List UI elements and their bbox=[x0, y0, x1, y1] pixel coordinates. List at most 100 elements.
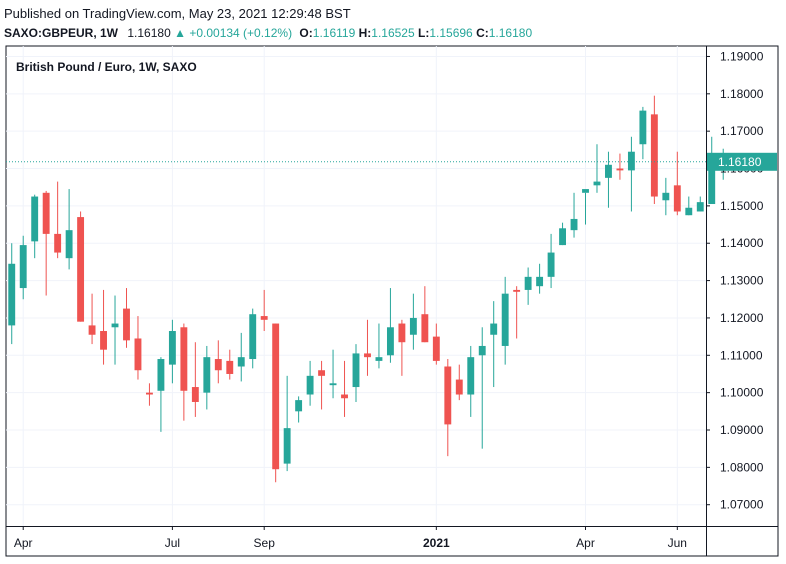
candle-body bbox=[478, 345, 486, 356]
candle-up[interactable] bbox=[168, 319, 176, 384]
high-label: H: bbox=[358, 26, 372, 40]
candle-up[interactable] bbox=[237, 332, 245, 382]
candle-up[interactable] bbox=[524, 267, 532, 305]
candle-up[interactable] bbox=[536, 263, 544, 294]
candle-up[interactable] bbox=[627, 136, 635, 212]
candle-up[interactable] bbox=[386, 288, 394, 363]
candle-down[interactable] bbox=[318, 360, 326, 410]
candle-down[interactable] bbox=[134, 316, 142, 380]
candle-down[interactable] bbox=[180, 323, 188, 421]
candle-body bbox=[593, 181, 601, 186]
candle-up[interactable] bbox=[662, 177, 670, 216]
candle-down[interactable] bbox=[54, 181, 62, 259]
candle-up[interactable] bbox=[582, 189, 589, 225]
candle-down[interactable] bbox=[398, 319, 406, 376]
candle-up[interactable] bbox=[203, 345, 211, 410]
candle-up[interactable] bbox=[8, 243, 16, 345]
candle-up[interactable] bbox=[295, 396, 303, 423]
candle-body bbox=[582, 189, 589, 193]
candle-up[interactable] bbox=[409, 293, 417, 350]
candle-down[interactable] bbox=[616, 153, 624, 180]
candle-body bbox=[432, 336, 440, 361]
candle-down[interactable] bbox=[650, 95, 658, 205]
candle-body bbox=[329, 383, 337, 386]
candle-up[interactable] bbox=[329, 349, 337, 399]
y-tick-label: 1.11000 bbox=[720, 348, 763, 362]
candle-up[interactable] bbox=[559, 222, 566, 246]
candle-body bbox=[203, 357, 211, 393]
candle-body bbox=[111, 323, 119, 328]
candle-up[interactable] bbox=[696, 196, 704, 212]
candle-up[interactable] bbox=[249, 308, 257, 369]
candle-down[interactable] bbox=[214, 340, 222, 384]
candle-down[interactable] bbox=[42, 190, 50, 296]
candle-down[interactable] bbox=[272, 323, 280, 483]
candle-body bbox=[352, 353, 360, 388]
x-tick-label: Apr bbox=[576, 536, 595, 550]
candle-up[interactable] bbox=[283, 375, 291, 472]
last-price: 1.16180 bbox=[127, 26, 171, 40]
candle-body bbox=[19, 245, 27, 289]
candle-up[interactable] bbox=[306, 360, 314, 406]
candle-down[interactable] bbox=[77, 211, 85, 322]
candle-up[interactable] bbox=[157, 357, 165, 432]
candle-up[interactable] bbox=[570, 192, 578, 238]
candle-down[interactable] bbox=[673, 151, 681, 216]
candle-up[interactable] bbox=[547, 233, 555, 289]
low-label: L: bbox=[418, 26, 430, 40]
candle-down[interactable] bbox=[341, 360, 348, 417]
candle-up[interactable] bbox=[501, 276, 509, 365]
candle-body bbox=[559, 228, 566, 246]
y-tick-label: 1.15000 bbox=[720, 199, 764, 213]
candle-up[interactable] bbox=[685, 196, 693, 216]
candle-down[interactable] bbox=[421, 286, 429, 343]
candle-body bbox=[605, 164, 612, 178]
candle-body bbox=[455, 379, 463, 395]
candle-up[interactable] bbox=[478, 327, 486, 449]
candle-body bbox=[226, 360, 234, 374]
candle-up[interactable] bbox=[352, 344, 360, 402]
candle-up[interactable] bbox=[19, 235, 27, 300]
candle-down[interactable] bbox=[260, 289, 268, 332]
candle-up[interactable] bbox=[375, 323, 383, 369]
candle-down[interactable] bbox=[432, 323, 440, 365]
candle-body bbox=[650, 114, 658, 197]
candle-body bbox=[8, 263, 16, 326]
candle-body bbox=[295, 400, 303, 412]
candle-down[interactable] bbox=[226, 349, 234, 380]
candle-down[interactable] bbox=[455, 364, 463, 401]
candle-down[interactable] bbox=[88, 293, 96, 345]
candle-body bbox=[214, 359, 222, 371]
last-price-badge bbox=[707, 152, 777, 171]
candle-body bbox=[570, 218, 578, 231]
candle-body bbox=[77, 217, 85, 322]
candle-body bbox=[146, 392, 153, 395]
candle-up[interactable] bbox=[467, 345, 475, 417]
candle-body bbox=[65, 230, 73, 259]
candle-down[interactable] bbox=[146, 383, 153, 406]
candle-body bbox=[260, 316, 268, 320]
close-value: 1.16180 bbox=[488, 26, 533, 40]
candle-down[interactable] bbox=[100, 289, 107, 365]
candle-body bbox=[168, 331, 176, 365]
candle-down[interactable] bbox=[513, 286, 521, 339]
candle-body bbox=[409, 317, 417, 335]
candle-down[interactable] bbox=[444, 359, 452, 457]
candle-up[interactable] bbox=[31, 194, 39, 259]
candle-up[interactable] bbox=[490, 301, 498, 388]
candle-down[interactable] bbox=[123, 288, 130, 348]
candle-up[interactable] bbox=[593, 144, 601, 193]
candle-body bbox=[513, 289, 521, 292]
candle-down[interactable] bbox=[364, 319, 371, 376]
candle-down[interactable] bbox=[191, 342, 199, 417]
candle-up[interactable] bbox=[605, 151, 612, 208]
y-tick-label: 1.19000 bbox=[720, 49, 764, 63]
candle-body bbox=[364, 353, 371, 358]
candle-up[interactable] bbox=[639, 106, 647, 160]
candle-body bbox=[134, 338, 142, 371]
candle-body bbox=[627, 151, 635, 171]
chart-frame bbox=[5, 45, 779, 557]
candle-up[interactable] bbox=[65, 189, 73, 270]
candle-up[interactable] bbox=[111, 295, 119, 365]
